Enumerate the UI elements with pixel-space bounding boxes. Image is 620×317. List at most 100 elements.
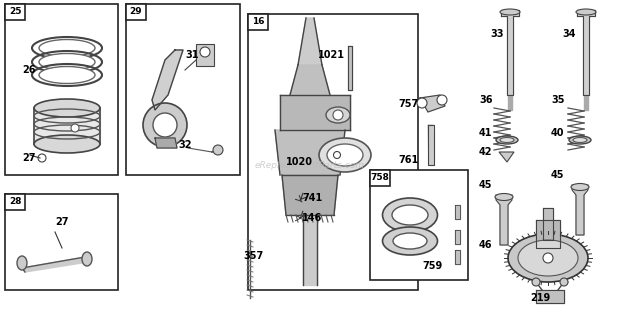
Circle shape <box>532 278 540 286</box>
Polygon shape <box>428 125 434 165</box>
Polygon shape <box>282 175 338 215</box>
Ellipse shape <box>34 135 100 153</box>
Text: 761: 761 <box>398 155 419 165</box>
Circle shape <box>334 152 340 158</box>
Text: 41: 41 <box>479 128 492 138</box>
Circle shape <box>437 95 447 105</box>
Ellipse shape <box>496 136 518 144</box>
Text: 758: 758 <box>371 173 389 183</box>
Bar <box>5 194 25 210</box>
Ellipse shape <box>573 138 587 143</box>
Ellipse shape <box>82 252 92 266</box>
Polygon shape <box>543 208 553 240</box>
Text: 40: 40 <box>551 128 564 138</box>
Text: 35: 35 <box>551 95 564 105</box>
Ellipse shape <box>39 67 95 83</box>
Ellipse shape <box>392 205 428 225</box>
Text: 27: 27 <box>55 217 68 227</box>
Polygon shape <box>348 46 352 90</box>
Polygon shape <box>455 205 460 219</box>
Ellipse shape <box>500 138 514 143</box>
Bar <box>370 170 468 280</box>
Ellipse shape <box>17 256 27 270</box>
Bar <box>5 4 25 20</box>
Polygon shape <box>275 130 345 175</box>
Ellipse shape <box>500 9 520 15</box>
Text: 42: 42 <box>479 147 492 157</box>
Polygon shape <box>501 10 519 95</box>
Ellipse shape <box>495 193 513 200</box>
Ellipse shape <box>518 240 578 276</box>
Ellipse shape <box>571 184 589 191</box>
Text: 45: 45 <box>551 170 564 180</box>
Circle shape <box>213 145 223 155</box>
Polygon shape <box>536 220 560 248</box>
Bar <box>126 4 240 175</box>
Polygon shape <box>536 290 564 303</box>
Circle shape <box>143 103 187 147</box>
Bar <box>196 44 214 66</box>
Circle shape <box>543 253 553 263</box>
Circle shape <box>333 110 343 120</box>
Polygon shape <box>508 95 512 110</box>
Text: 16: 16 <box>252 17 264 27</box>
Polygon shape <box>577 10 595 95</box>
Text: 46: 46 <box>479 240 492 250</box>
Polygon shape <box>22 257 88 272</box>
Polygon shape <box>152 50 183 110</box>
Circle shape <box>71 124 79 132</box>
Text: 32: 32 <box>178 140 192 150</box>
Ellipse shape <box>39 54 95 70</box>
Text: 36: 36 <box>479 95 492 105</box>
Text: 357: 357 <box>243 251 264 261</box>
Polygon shape <box>155 138 177 148</box>
Ellipse shape <box>319 138 371 172</box>
Polygon shape <box>572 185 588 235</box>
Bar <box>5 4 118 175</box>
Text: 741: 741 <box>302 193 322 203</box>
Ellipse shape <box>383 198 438 232</box>
Bar <box>126 4 146 20</box>
Bar <box>248 14 418 290</box>
Bar <box>248 14 268 30</box>
Circle shape <box>560 278 568 286</box>
Text: 219: 219 <box>530 293 551 303</box>
Polygon shape <box>455 250 460 264</box>
Text: 31: 31 <box>185 50 198 60</box>
Polygon shape <box>280 95 350 130</box>
Ellipse shape <box>569 136 591 144</box>
Text: 1021: 1021 <box>318 50 345 60</box>
Circle shape <box>200 47 210 57</box>
Ellipse shape <box>326 107 350 123</box>
Polygon shape <box>298 18 322 65</box>
Text: 1020: 1020 <box>286 157 313 167</box>
Text: 33: 33 <box>490 29 503 39</box>
Polygon shape <box>499 152 514 162</box>
Ellipse shape <box>327 144 363 166</box>
Polygon shape <box>303 215 317 285</box>
Text: 757: 757 <box>398 99 419 109</box>
Bar <box>370 170 390 186</box>
Ellipse shape <box>576 9 596 15</box>
Circle shape <box>153 113 177 137</box>
Text: 27: 27 <box>22 153 35 163</box>
Ellipse shape <box>39 40 95 56</box>
Text: 28: 28 <box>9 197 21 206</box>
Ellipse shape <box>34 99 100 117</box>
Text: 25: 25 <box>9 8 21 16</box>
Text: 34: 34 <box>562 29 575 39</box>
Polygon shape <box>496 195 512 245</box>
Circle shape <box>417 98 427 108</box>
Ellipse shape <box>508 234 588 282</box>
Bar <box>5 194 118 290</box>
Text: 759: 759 <box>422 261 442 271</box>
Polygon shape <box>584 95 588 110</box>
Polygon shape <box>455 230 460 244</box>
Text: eReplacementParts.com: eReplacementParts.com <box>255 160 365 170</box>
Ellipse shape <box>383 227 438 255</box>
Text: 45: 45 <box>479 180 492 190</box>
Ellipse shape <box>393 233 427 249</box>
Text: 146: 146 <box>302 213 322 223</box>
Text: 26: 26 <box>22 65 35 75</box>
Text: 29: 29 <box>130 8 143 16</box>
